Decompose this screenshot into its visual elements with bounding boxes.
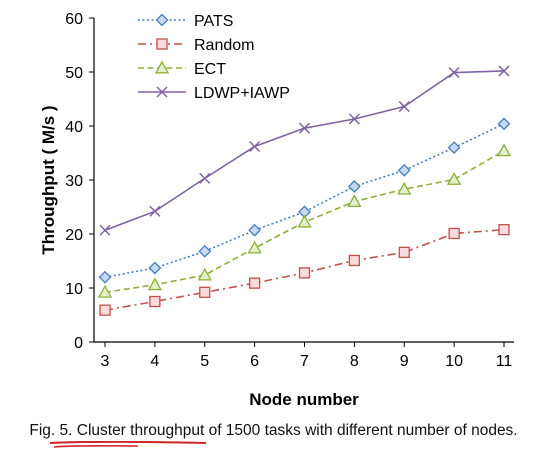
- line-chart: 0 10 20 30 40 50 60 3 4 5 6 7 8 9 10 11 PATS Random ECT LD…: [39, 11, 514, 409]
- data-point: [199, 172, 211, 184]
- legend-item: PATS: [138, 13, 233, 30]
- data-point: [248, 277, 261, 289]
- data-point: [98, 270, 112, 284]
- x-tick-label: 5: [200, 353, 209, 370]
- figure-caption: Fig. 5. Cluster throughput of 1500 tasks…: [29, 422, 518, 439]
- data-point: [99, 224, 111, 236]
- y-tick-label: 20: [65, 227, 83, 244]
- data-point: [248, 223, 262, 237]
- data-point: [149, 205, 161, 217]
- x-tick-label: 7: [300, 353, 309, 370]
- data-point: [97, 284, 113, 298]
- legend-marker: [155, 13, 169, 27]
- data-point: [148, 261, 162, 275]
- data-point: [447, 141, 461, 155]
- y-tick-label: 60: [65, 11, 83, 28]
- data-point: [397, 163, 411, 177]
- data-point: [99, 304, 111, 316]
- legend-label: ECT: [194, 61, 226, 78]
- data-point: [498, 65, 510, 77]
- data-point: [298, 267, 311, 279]
- x-tick-label: 11: [496, 353, 513, 370]
- x-tick-label: 9: [400, 353, 409, 370]
- data-point: [347, 194, 362, 208]
- x-axis-label: Node number: [249, 390, 359, 409]
- data-point: [398, 246, 410, 259]
- legend-label: Random: [194, 37, 254, 54]
- x-tick-label: 8: [350, 353, 359, 370]
- chart-axes: 0 10 20 30 40 50 60 3 4 5 6 7 8 9 10 11: [65, 11, 514, 370]
- series-2: [97, 143, 512, 298]
- data-point: [199, 286, 211, 298]
- data-point: [197, 267, 212, 281]
- data-point: [447, 172, 462, 185]
- data-point: [496, 143, 512, 157]
- data-point: [298, 122, 311, 134]
- data-point: [198, 244, 212, 258]
- data-point: [249, 140, 261, 153]
- series-0: [98, 117, 511, 284]
- y-tick-label: 50: [65, 65, 83, 82]
- data-point: [397, 181, 412, 195]
- data-point: [247, 240, 262, 254]
- y-tick-label: 30: [65, 173, 83, 190]
- x-tick-label: 4: [150, 353, 159, 370]
- y-tick-label: 10: [65, 281, 83, 298]
- x-tick-label: 6: [250, 353, 259, 370]
- data-point: [448, 67, 460, 79]
- legend-marker: [154, 60, 170, 74]
- data-point: [497, 117, 511, 131]
- data-point: [398, 101, 410, 113]
- legend-marker: [156, 86, 168, 98]
- series-line: [104, 123, 505, 278]
- legend-item: LDWP+IAWP: [138, 85, 290, 102]
- series-1: [99, 224, 510, 316]
- data-point: [498, 224, 510, 236]
- data-point: [448, 227, 460, 240]
- data-point: [347, 180, 361, 193]
- legend-item: Random: [138, 37, 254, 54]
- data-point: [348, 254, 361, 267]
- legend-label: PATS: [194, 13, 233, 30]
- legend-item: ECT: [138, 60, 226, 78]
- x-tick-label: 3: [101, 353, 110, 370]
- red-underline-annotation: [49, 441, 207, 448]
- legend-label: LDWP+IAWP: [194, 85, 290, 102]
- chart-legend: PATS Random ECT LDWP+IAWP: [138, 13, 290, 102]
- y-tick-label: 40: [65, 119, 83, 136]
- data-point: [149, 295, 161, 308]
- series-layer: [97, 65, 512, 316]
- data-point: [147, 277, 162, 291]
- x-tick-label: 10: [445, 353, 463, 370]
- legend-marker: [156, 38, 168, 50]
- y-axis-label: Throughput ( M/s ): [39, 105, 58, 254]
- data-point: [297, 214, 312, 228]
- data-point: [348, 113, 360, 125]
- series-3: [99, 65, 510, 236]
- y-tick-label: 0: [74, 335, 83, 352]
